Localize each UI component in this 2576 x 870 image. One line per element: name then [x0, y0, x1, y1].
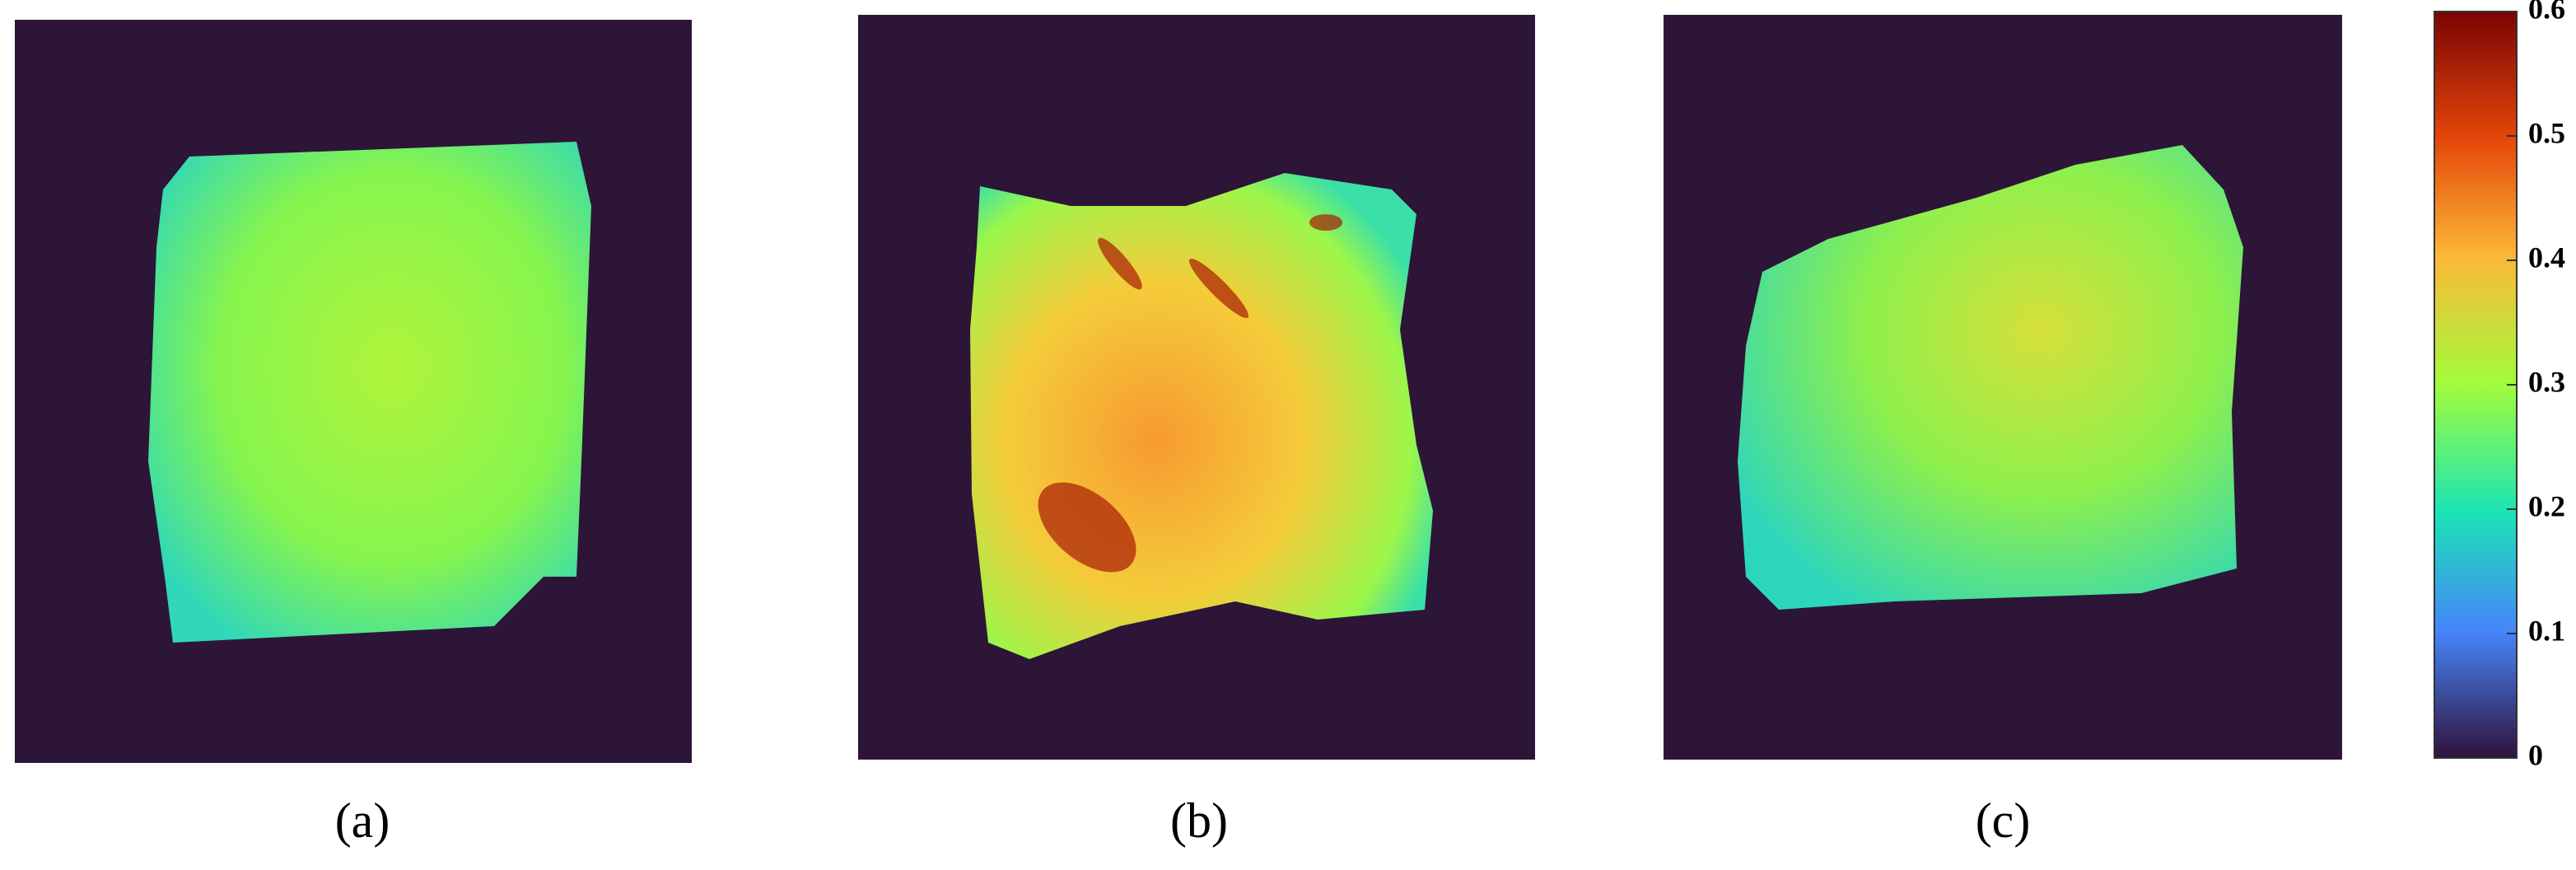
y-tick-label: 0.6: [2528, 0, 2565, 25]
sample-map: [148, 142, 591, 643]
y-tick-label: 0.1: [2528, 614, 2565, 647]
colorbar: [2434, 11, 2518, 759]
panel-label: (a): [335, 793, 390, 848]
panel-a: [15, 20, 692, 763]
y-tick-label: 0.5: [2528, 116, 2565, 149]
sample-map: [1738, 145, 2243, 610]
panel-c: [1664, 15, 2342, 760]
panel-b: [858, 15, 1535, 760]
y-tick-label: 0.3: [2528, 365, 2565, 398]
sample-map: [970, 173, 1433, 659]
hot-spots: [1038, 214, 1342, 573]
panel-label: (c): [1976, 793, 2031, 848]
panel-label: (b): [1170, 793, 1228, 848]
y-tick-label: 0.2: [2528, 489, 2565, 522]
y-tick-label: 0.4: [2528, 241, 2565, 274]
y-tick-label: 0: [2528, 738, 2543, 771]
